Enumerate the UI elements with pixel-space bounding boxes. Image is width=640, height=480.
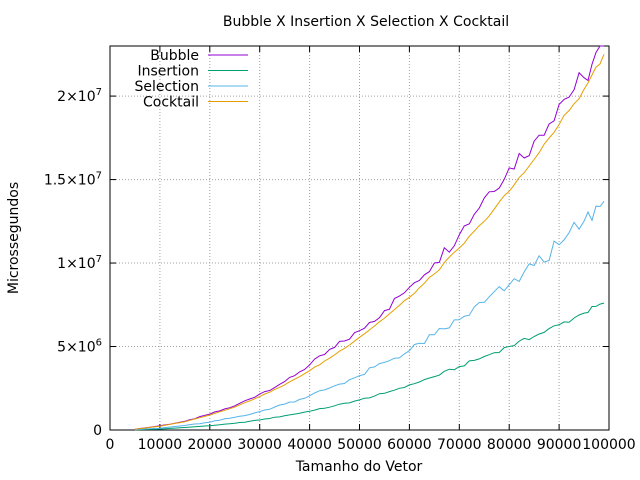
y-tick-label: 5×106 — [57, 338, 102, 356]
chart-title: Bubble X Insertion X Selection X Cocktai… — [223, 14, 509, 30]
x-tick-label: 60000 — [387, 437, 432, 453]
y-tick-label: 2×107 — [57, 87, 102, 105]
legend-label-insertion: Insertion — [138, 64, 199, 80]
series-line-insertion — [134, 302, 605, 431]
x-tick-label: 30000 — [237, 437, 282, 453]
y-axis-label: Microssegundos — [6, 182, 22, 294]
x-tick-label: 90000 — [537, 437, 582, 453]
x-tick-label: 100000 — [582, 437, 635, 453]
x-tick-label: 50000 — [337, 437, 382, 453]
legend-label-selection: Selection — [134, 79, 199, 95]
x-tick-label: 10000 — [138, 437, 183, 453]
y-tick-label: 0 — [93, 423, 102, 439]
series-line-bubble — [134, 45, 604, 430]
axes: 0 10000 20000 30000 40000 50000 60000 70000 8000… — [44, 45, 636, 453]
grid — [110, 46, 609, 430]
series-layer — [134, 45, 605, 431]
x-tick-label: 80000 — [487, 437, 532, 453]
legend-label-bubble: Bubble — [150, 48, 199, 64]
plot-frame — [109, 45, 610, 431]
x-tick-label: 40000 — [287, 437, 332, 453]
y-tick-label: 1×107 — [57, 254, 102, 272]
x-tick-label: 70000 — [437, 437, 482, 453]
x-axis-label: Tamanho do Vetor — [295, 459, 423, 475]
x-tick-label: 20000 — [188, 437, 233, 453]
series-line-selection — [134, 200, 605, 431]
x-tick-label: 0 — [106, 437, 115, 453]
y-tick-label: 1.5×107 — [44, 171, 102, 189]
series-line-cocktail — [134, 54, 605, 430]
legend-label-cocktail: Cocktail — [143, 95, 199, 111]
